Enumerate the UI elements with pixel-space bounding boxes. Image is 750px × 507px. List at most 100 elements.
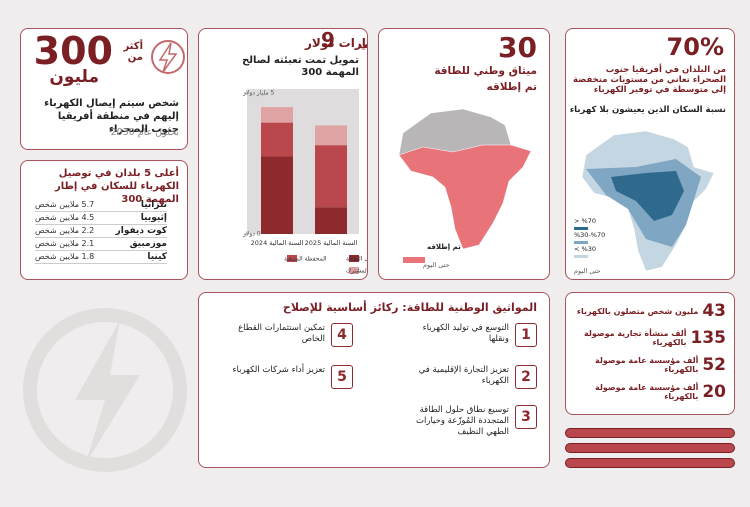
headline-unit: مليون (49, 67, 99, 87)
access-map-title: نسبة السكان الذين يعيشون بلا كهرباء (569, 105, 726, 115)
countries-list: تنزانيا 5.7 ملايين شخص إثيوبيا 4.5 ملايين ش… (35, 199, 167, 264)
legend-label: %30-%70 (574, 231, 605, 239)
result-number: 20 (702, 382, 726, 402)
countries-title: أعلى 5 بلدان في توصيل الكهرباء للسكان في… (54, 168, 179, 205)
pillar-number: 4 (331, 323, 353, 347)
pillar-item: 5 تعزيز أداء شركات الكهرباء (203, 365, 353, 389)
legend-swatch (349, 267, 359, 274)
x-tick-label: السنة المالية 2025 (305, 239, 358, 247)
country-name: تنزانيا (140, 200, 167, 210)
title-number: 9 (321, 29, 335, 52)
bar-segment (315, 145, 347, 208)
legend-swatch (349, 255, 359, 262)
access-panel: 70% من البلدان في أفريقيا جنوب الصحراء ت… (565, 28, 735, 280)
headline-panel: أكثر من 300 مليون شخص سيتم إيصال الكهربا… (20, 28, 188, 150)
country-row: كينيا 1.8 ملايين شخص (35, 251, 167, 264)
legend-swatch (574, 227, 588, 230)
legend-label: تم إطلاقه (427, 243, 461, 251)
pillar-item: 3 توسيع نطاق حلول الطاقة المتجددة المُوزّ… (387, 405, 537, 438)
legend-swatch (403, 257, 425, 263)
pillars-panel: المواثيق الوطنية للطاقة: ركائز أساسية لل… (198, 292, 550, 468)
x-tick-label: السنة المالية 2024 (251, 239, 304, 247)
country-name: كوت ديفوار (115, 226, 167, 236)
headline-date: بحلول عام 2030 (110, 127, 179, 138)
compacts-number: 30 (498, 31, 537, 64)
bar-segment (315, 125, 347, 146)
pillar-number: 1 (515, 323, 537, 347)
result-text: ألف منشأة تجارية موصولة بالكهرباء (583, 329, 687, 347)
legend-label: المحفظة المتبقية (284, 256, 327, 263)
pillar-text: التوسع في توليد الكهرباء ونقلها (422, 323, 509, 344)
compacts-panel: 30 ميثاق وطني للطاقة تم إطلاقه تم إطلاقه… (378, 28, 550, 280)
pillar-item: 4 تمكين استثمارات القطاع الخاص (203, 323, 353, 347)
country-row: كوت ديفوار 2.2 ملايين شخص (35, 225, 167, 238)
legend-sub: حتى اليوم (574, 267, 601, 275)
title-suffix: مليارات دولار (304, 36, 367, 51)
funding-chart: حوالي 9 مليارات دولار تمويل تمت تعبئته ل… (242, 28, 397, 275)
result-item: 43 مليون شخص متصلون بالكهرباء (574, 301, 726, 321)
bar-segment (261, 107, 293, 123)
headline-text: شخص سيتم إيصال الكهرباء إليهم في منطقة أ… (44, 98, 179, 135)
country-name: إثيوبيا (140, 213, 167, 223)
country-value: 1.8 ملايين شخص (35, 252, 95, 261)
pillar-text: تمكين استثمارات القطاع الخاص (238, 323, 325, 344)
pillars-title: المواثيق الوطنية للطاقة: ركائز أساسية لل… (282, 301, 537, 314)
country-row: تنزانيا 5.7 ملايين شخص (35, 199, 167, 212)
bolt-icon (151, 40, 185, 74)
compacts-line2: تم إطلاقه (486, 81, 537, 93)
country-value: 2.2 ملايين شخص (35, 226, 95, 235)
legend-swatch (574, 241, 588, 244)
result-item: 20 ألف مؤسسة عامة موصولة بالكهرباء (574, 382, 726, 402)
result-text: مليون شخص متصلون بالكهرباء (576, 306, 699, 316)
country-row: إثيوبيا 4.5 ملايين شخص (35, 212, 167, 225)
headline-number: 300 (33, 29, 113, 73)
legend-label: الحصول على الطاقة (346, 256, 367, 263)
pillar-number: 5 (331, 365, 353, 389)
result-number: 135 (690, 328, 727, 348)
bar-segment (315, 207, 347, 234)
country-value: 4.5 ملايين شخص (35, 213, 95, 222)
result-number: 43 (702, 301, 726, 321)
pillar-item: 2 تعزيز التجارة الإقليمية في الكهرباء (387, 365, 537, 389)
pillar-number: 2 (515, 365, 537, 389)
bar-segment (261, 122, 293, 157)
background-icon (23, 308, 187, 472)
legend-label: > %70 (574, 217, 596, 225)
legend-label: التمويل المشترك (346, 268, 367, 275)
pillar-text: توسيع نطاق حلول الطاقة المتجددة المُوزّع… (416, 405, 509, 437)
access-map: > %70 %30-%70 < %30 حتى اليوم (574, 130, 715, 275)
country-row: موزمبيق 2.1 ملايين شخص (35, 238, 167, 251)
funding-panel: حوالي 9 مليارات دولار تمويل تمت تعبئته ل… (198, 28, 397, 280)
pillar-number: 3 (515, 405, 537, 429)
bar-segment (261, 156, 293, 234)
country-name: كينيا (147, 252, 167, 262)
legend-sub: حتى اليوم (423, 261, 450, 269)
access-text: من البلدان في أفريقيا جنوب الصحراء تعاني… (572, 65, 726, 95)
legend-swatch (574, 255, 588, 258)
result-text: ألف مؤسسة عامة موصولة بالكهرباء (595, 356, 699, 374)
y-tick-label: 0 دولار (242, 231, 261, 238)
legend-swatch (287, 255, 297, 262)
pillar-text: تعزيز التجارة الإقليمية في الكهرباء (418, 365, 509, 386)
country-name: موزمبيق (129, 239, 167, 249)
legend-label: < %30 (574, 245, 596, 253)
country-value: 5.7 ملايين شخص (35, 200, 95, 209)
decor-bar (565, 443, 735, 453)
results-panel: 43 مليون شخص متصلون بالكهرباء 135 ألف منشأة… (565, 292, 735, 415)
decor-bar (565, 428, 735, 438)
y-tick-label: 5 مليار دولار (242, 90, 274, 97)
map-launched (398, 144, 532, 250)
pillar-item: 1 التوسع في توليد الكهرباء ونقلها (387, 323, 537, 347)
map-high (611, 171, 684, 221)
map-shape (581, 130, 715, 272)
compacts-map: تم إطلاقه حتى اليوم (398, 108, 532, 269)
country-value: 2.1 ملايين شخص (35, 239, 95, 248)
headline-prefix: أكثر من (123, 41, 143, 63)
access-number: 70% (666, 33, 724, 61)
decor-bar (565, 458, 735, 468)
result-item: 135 ألف منشأة تجارية موصولة بالكهرباء (574, 328, 726, 348)
result-item: 52 ألف مؤسسة عامة موصولة بالكهرباء (574, 355, 726, 375)
result-number: 52 (702, 355, 726, 375)
result-text: ألف مؤسسة عامة موصولة بالكهرباء (595, 383, 699, 401)
